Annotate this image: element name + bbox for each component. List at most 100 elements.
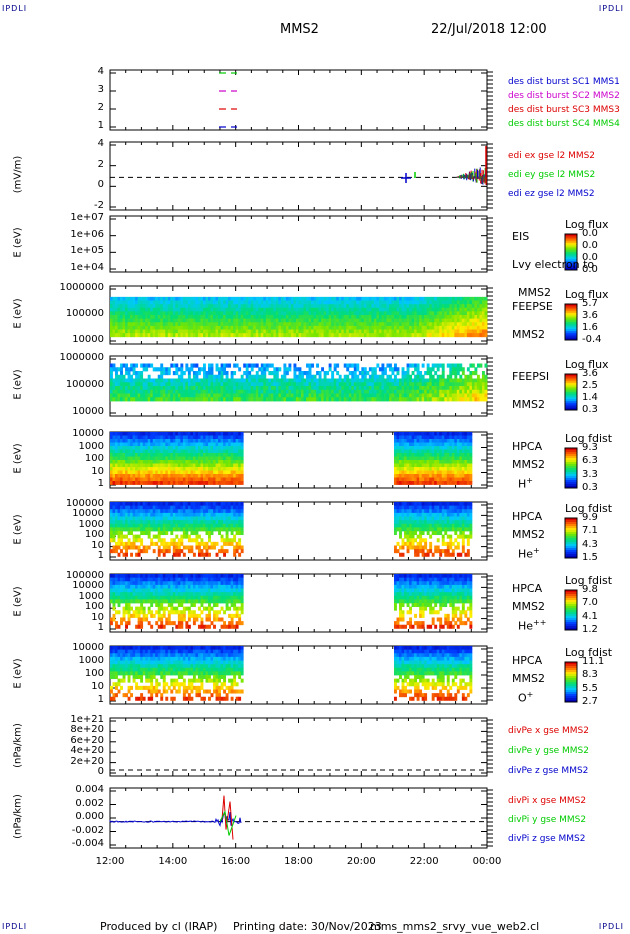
heatmap-cell — [338, 378, 342, 383]
heatmap-cell — [218, 470, 221, 475]
heatmap-cell — [175, 442, 179, 447]
heatmap-cell — [238, 397, 242, 402]
heatmap-cell — [484, 322, 488, 327]
heatmap-cell — [454, 460, 458, 464]
heatmap-cell — [414, 389, 418, 394]
heatmap-cell — [436, 397, 440, 402]
heatmap-cell — [120, 435, 123, 440]
heatmap-cell — [240, 460, 244, 464]
heatmap-cell — [341, 300, 345, 305]
heatmap-cell — [351, 329, 355, 334]
heatmap-cell — [444, 460, 448, 464]
heatmap-cell — [215, 449, 219, 454]
heatmap-cell — [464, 374, 468, 379]
heatmap-cell — [285, 315, 289, 320]
heatmap-cell — [157, 329, 161, 334]
heatmap-cell — [476, 382, 480, 387]
heatmap-cell — [341, 296, 345, 301]
heatmap-cell — [424, 397, 428, 402]
heatmap-cell — [464, 442, 468, 447]
heatmap-cell — [308, 367, 312, 372]
heatmap-cell — [185, 325, 189, 330]
heatmap-cell — [426, 300, 430, 305]
heatmap-cell — [130, 374, 134, 379]
heatmap-cell — [454, 439, 458, 443]
heatmap-cell — [439, 378, 443, 383]
heatmap-cell — [165, 397, 169, 402]
heatmap-cell — [140, 463, 144, 468]
heatmap-cell — [115, 463, 118, 468]
heatmap-cell — [401, 325, 405, 330]
colorbar-segment — [565, 456, 577, 459]
heatmap-cell — [200, 446, 204, 450]
heatmap-cell — [187, 456, 191, 461]
heatmap-cell — [215, 432, 219, 436]
heatmap-cell — [394, 329, 397, 334]
heatmap-cell — [268, 311, 272, 316]
heatmap-cell — [404, 386, 407, 391]
heatmap-cell — [160, 382, 164, 387]
heatmap-cell — [406, 439, 410, 443]
heatmap-cell — [185, 318, 189, 323]
heatmap-cell — [117, 393, 121, 398]
colorbar-segment — [565, 388, 577, 391]
heatmap-cell — [466, 386, 470, 391]
heatmap-cell — [273, 325, 277, 330]
heatmap-cell — [363, 333, 367, 338]
heatmap-cell — [137, 442, 141, 447]
heatmap-cell — [469, 378, 473, 383]
heatmap-cell — [182, 322, 186, 327]
heatmap-cell — [147, 474, 151, 478]
heatmap-cell — [288, 300, 292, 305]
heatmap-cell — [363, 389, 367, 394]
heatmap-cell — [469, 315, 473, 320]
heatmap-cell — [270, 333, 274, 338]
heatmap-cell — [424, 442, 428, 447]
heatmap-cell — [115, 460, 118, 464]
heatmap-cell — [208, 463, 211, 468]
heatmap-cell — [401, 393, 405, 398]
heatmap-cell — [202, 467, 206, 471]
heatmap-cell — [230, 435, 234, 440]
heatmap-cell — [456, 435, 460, 440]
heatmap-cell — [414, 382, 418, 387]
heatmap-cell — [230, 474, 234, 478]
heatmap-cell — [394, 393, 397, 398]
heatmap-cell — [343, 374, 347, 379]
heatmap-cell — [348, 315, 352, 320]
heatmap-cell — [112, 534, 116, 539]
heatmap-cell — [331, 325, 335, 330]
heatmap-cell — [436, 467, 440, 471]
heatmap-cell — [147, 393, 151, 398]
heatmap-cell — [228, 446, 232, 450]
heatmap-cell — [336, 300, 340, 305]
heatmap-cell — [298, 333, 302, 338]
heatmap-cell — [135, 481, 139, 485]
heatmap-cell — [451, 333, 455, 338]
heatmap-cell — [411, 307, 415, 312]
heatmap-cell — [132, 505, 136, 510]
heatmap-cell — [240, 432, 244, 436]
heatmap-cell — [177, 481, 181, 485]
heatmap-cell — [426, 371, 430, 376]
heatmap-cell — [110, 520, 113, 525]
heatmap-cell — [481, 318, 485, 323]
colorbar-segment — [565, 476, 577, 479]
heatmap-cell — [338, 382, 342, 387]
heatmap-cell — [318, 382, 322, 387]
heatmap-cell — [381, 389, 385, 394]
heatmap-cell — [373, 378, 377, 383]
heatmap-cell — [220, 474, 224, 478]
heatmap-cell — [137, 315, 141, 320]
colorbar-segment — [565, 470, 577, 473]
heatmap-cell — [152, 474, 156, 478]
heatmap-cell — [127, 300, 131, 305]
heatmap-cell — [243, 307, 247, 312]
heatmap-cell — [414, 397, 418, 402]
heatmap-cell — [424, 393, 428, 398]
heatmap-cell — [318, 378, 322, 383]
heatmap-cell — [396, 333, 400, 338]
heatmap-cell — [170, 300, 174, 305]
heatmap-cell — [444, 477, 448, 482]
heatmap-cell — [293, 363, 297, 368]
